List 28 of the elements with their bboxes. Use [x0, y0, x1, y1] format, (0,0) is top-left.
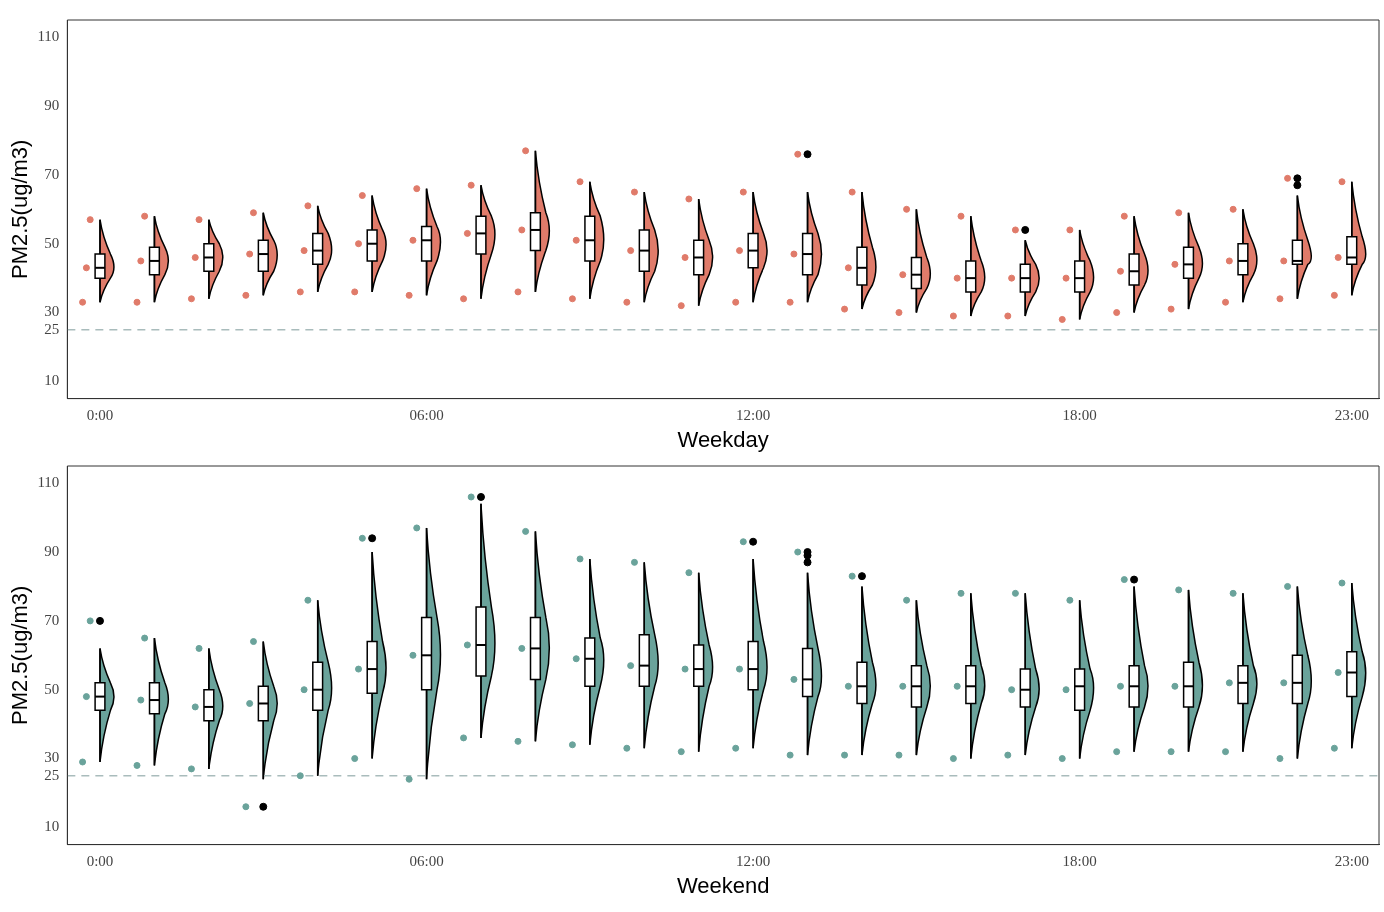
x-tick-label: 23:00 — [1334, 852, 1369, 869]
x-tick-label: 06:00 — [409, 406, 444, 423]
x-tick-label: 18:00 — [1062, 852, 1097, 869]
y-tick-label: 90 — [44, 96, 60, 113]
y-tick-label: 110 — [37, 28, 60, 45]
y-tick-label: 90 — [44, 542, 60, 559]
x-tick-label: 12:00 — [736, 406, 771, 423]
y-tick-label: 70 — [44, 165, 60, 182]
x-tick-label: 23:00 — [1334, 406, 1369, 423]
y-tick-label: 25 — [44, 320, 60, 337]
y-tick-label: 50 — [44, 680, 60, 697]
y-tick-label: 110 — [37, 474, 60, 491]
x-tick-label: 18:00 — [1062, 406, 1097, 423]
y-tick-label: 25 — [44, 766, 60, 783]
y-tick-label: 70 — [44, 611, 60, 628]
y-axis-title: PM2.5(ug/m3) — [7, 585, 33, 725]
x-axis-title: Weekday — [677, 426, 769, 452]
x-tick-label: 06:00 — [409, 852, 444, 869]
x-tick-label: 0:00 — [86, 852, 114, 869]
y-tick-label: 30 — [44, 749, 60, 766]
y-tick-label: 10 — [44, 372, 60, 389]
x-axis-title: Weekend — [676, 872, 770, 898]
y-tick-label: 30 — [44, 303, 60, 320]
y-tick-label: 50 — [44, 234, 60, 251]
x-tick-label: 0:00 — [86, 406, 114, 423]
x-tick-label: 12:00 — [736, 852, 771, 869]
y-tick-label: 10 — [44, 818, 60, 835]
y-axis-title: PM2.5(ug/m3) — [7, 139, 33, 279]
